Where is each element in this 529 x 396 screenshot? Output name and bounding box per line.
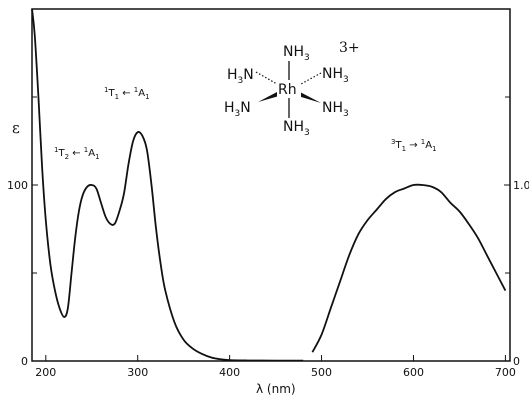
molecule-structure: Rh NH3 NH3 H3N NH3 H3N NH3 3+: [224, 40, 360, 138]
series-line-1: [31, 8, 304, 362]
wedge-bond-lower-right: [298, 92, 321, 103]
annotation-1t1: 1T1 ← 1A1: [104, 86, 150, 101]
x-tick-label: 700: [495, 366, 516, 379]
annotation-3t1: 3T1 → 1A1: [391, 138, 437, 153]
ligand-upper-right: NH3: [322, 66, 349, 85]
center-atom: Rh: [278, 82, 297, 98]
ligand-lower-left: H3N: [224, 100, 251, 119]
right-tick-label: 0: [513, 355, 520, 368]
right-axis-ticks: 01.0: [504, 96, 529, 368]
center-atom-bg: [277, 80, 301, 98]
x-tick-label: 200: [35, 366, 56, 379]
x-axis-label: λ (nm): [256, 382, 296, 396]
ligand-top: NH3: [283, 44, 310, 63]
series-group: [31, 8, 507, 362]
charge-label: 3+: [339, 40, 360, 56]
left-axis-ticks: 0 100: [7, 96, 38, 368]
y-axis-label: ε: [12, 119, 20, 137]
ligand-upper-left: H3N: [227, 67, 254, 86]
x-tick-label: 400: [219, 366, 240, 379]
x-axis-ticks: 200 300 400 500 600 700: [35, 355, 516, 379]
bond-upper-left: [255, 71, 278, 85]
x-tick-label: 500: [311, 366, 332, 379]
left-tick-label: 0: [21, 355, 28, 368]
bond-upper-right: [300, 72, 322, 85]
wedge-bond-lower-left: [258, 92, 279, 102]
right-tick-label: 1.0: [513, 179, 529, 192]
x-tick-label: 300: [127, 366, 148, 379]
x-tick-label: 600: [403, 366, 424, 379]
ligand-bottom: NH3: [283, 119, 310, 138]
series-line-2: [311, 183, 507, 353]
left-tick-label: 100: [7, 179, 28, 192]
ligand-lower-right: NH3: [322, 100, 349, 119]
annotation-1t2: 1T2 ← 1A1: [54, 146, 100, 161]
